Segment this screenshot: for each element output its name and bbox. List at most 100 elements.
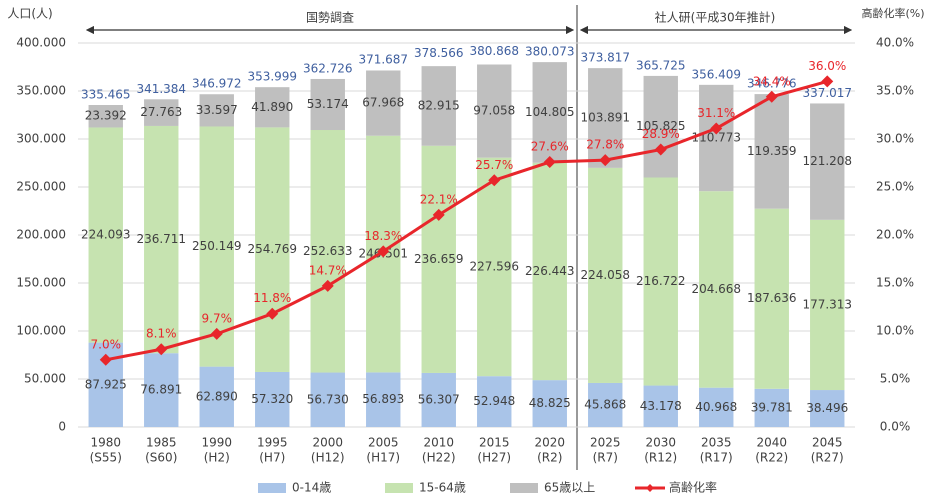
legend-swatch (646, 484, 654, 492)
bar-segment (477, 157, 512, 377)
bar-segment (255, 127, 290, 372)
labels: 87.925 224.093 23.392 335.465 76.891 236.711 2… (81, 44, 852, 415)
y2-tick-label: 30.0% (876, 132, 914, 146)
bar-segment (366, 70, 401, 136)
data-label: 227.596 (469, 259, 519, 273)
y2-tick-label: 5.0% (880, 372, 911, 386)
x-tick-label: 1985 (146, 436, 177, 450)
line-marker (210, 327, 223, 340)
line-marker (488, 174, 501, 187)
bar-segment (421, 372, 456, 427)
bar-segment (810, 219, 845, 391)
bar-segment (532, 380, 567, 427)
y2-tick-label: 10.0% (876, 324, 914, 338)
total-label: 373.817 (580, 51, 630, 65)
data-label: 121.208 (802, 154, 852, 168)
legend-swatch (385, 483, 413, 493)
data-label: 52.948 (473, 394, 515, 408)
line-marker (599, 154, 612, 167)
x-tick-label: 2005 (368, 436, 399, 450)
line-label: 36.0% (808, 59, 846, 73)
bar-segment (477, 376, 512, 427)
legend-label: 15-64歳 (419, 481, 466, 495)
bar-segment (810, 390, 845, 427)
data-label: 76.891 (140, 383, 182, 397)
line-marker (99, 353, 112, 366)
line-marker (266, 307, 279, 320)
x-tick-sublabel: (H2) (204, 451, 230, 465)
annotation: 国勢調査 (306, 10, 354, 25)
bar-segment (588, 68, 623, 168)
x-tick-label: 1990 (201, 436, 232, 450)
data-label: 236.659 (414, 252, 464, 266)
data-label: 48.825 (529, 396, 571, 410)
bar-segment (144, 353, 179, 427)
total-label: 380.073 (525, 45, 575, 59)
y-axis-title: 人口(人) (7, 7, 52, 21)
data-label: 33.597 (196, 103, 238, 117)
x-tick-label: 2025 (590, 436, 621, 450)
data-label: 45.868 (584, 397, 626, 411)
bar-segment (810, 103, 845, 220)
line-label: 25.7% (475, 158, 513, 172)
line-marker (155, 343, 168, 356)
total-label: 346.776 (747, 77, 797, 91)
total-label: 380.868 (469, 44, 519, 58)
data-label: 103.891 (580, 111, 630, 125)
x-tick-sublabel: (R22) (755, 451, 788, 465)
bar-segment (754, 388, 789, 427)
x-tick-sublabel: (H17) (366, 451, 400, 465)
line-label: 28.9% (642, 127, 680, 141)
bar-segment (643, 385, 678, 427)
data-label: 62.890 (196, 389, 238, 403)
y-tick-label: 150.000 (16, 276, 66, 290)
data-label: 204.668 (691, 282, 741, 296)
x-tick-label: 2015 (479, 436, 510, 450)
y-tick-label: 100.000 (16, 324, 66, 338)
line-marker (654, 143, 667, 156)
line-label: 34.4% (753, 74, 791, 88)
data-label: 67.968 (362, 96, 404, 110)
line-label: 18.3% (364, 229, 402, 243)
data-label: 41.890 (251, 100, 293, 114)
bar-segment (699, 387, 734, 427)
data-label: 119.359 (747, 144, 797, 158)
total-label: 337.017 (802, 86, 852, 100)
line-marker (821, 75, 834, 88)
y-tick-label: 400.000 (16, 36, 66, 50)
bar-segment (310, 78, 345, 131)
total-label: 378.566 (414, 46, 464, 60)
bar-segment (477, 64, 512, 158)
x-tick-sublabel: (S55) (90, 451, 122, 465)
total-label: 346.972 (192, 76, 242, 90)
y2-tick-label: 25.0% (876, 180, 914, 194)
data-label: 56.730 (307, 392, 349, 406)
bar-segment (310, 130, 345, 373)
y2-tick-label: 0.0% (880, 420, 911, 434)
line-marker (765, 90, 778, 103)
bar-segment (255, 371, 290, 427)
bar-segment (588, 167, 623, 383)
x-tick-label: 2040 (756, 436, 787, 450)
bar-segment (421, 66, 456, 146)
x-tick-sublabel: (H27) (477, 451, 511, 465)
data-label: 104.805 (525, 105, 575, 119)
legend-swatch (258, 483, 286, 493)
bar-segment (144, 125, 179, 354)
x-tick-sublabel: (H12) (311, 451, 345, 465)
legend-label: 0-14歳 (292, 481, 331, 495)
data-label: 57.320 (251, 392, 293, 406)
bar-segment (88, 105, 123, 128)
bar-segment (310, 372, 345, 427)
y-tick-label: 250.000 (16, 180, 66, 194)
line-marker (710, 122, 723, 135)
y2-tick-label: 20.0% (876, 228, 914, 242)
data-label: 224.058 (580, 268, 630, 282)
data-label: 40.968 (695, 400, 737, 414)
y-tick-label: 0 (58, 420, 66, 434)
line-label: 27.8% (586, 138, 624, 152)
x-tick-sublabel: (R12) (644, 451, 677, 465)
data-label: 254.769 (247, 242, 297, 256)
legend-label: 65歳以上 (544, 481, 595, 495)
